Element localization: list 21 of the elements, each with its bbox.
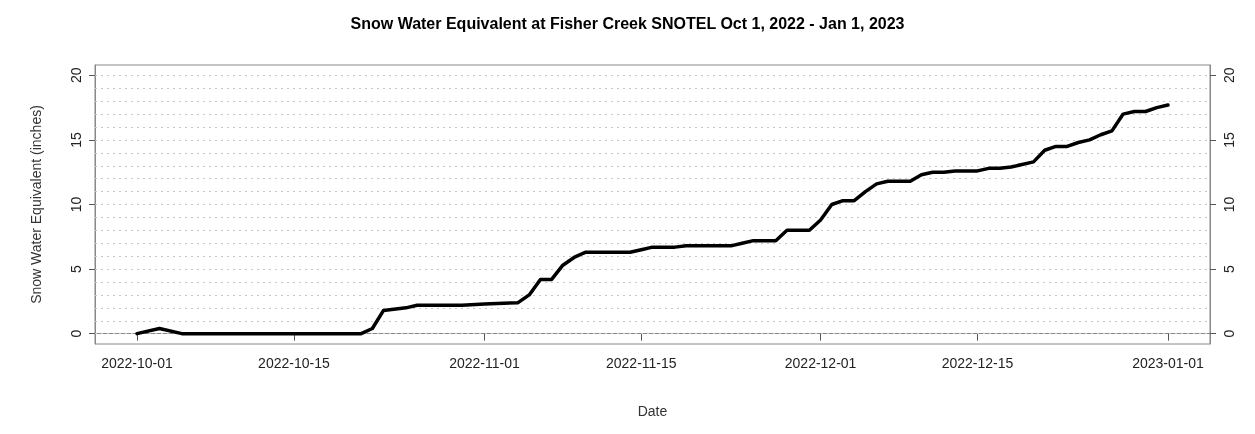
y-tick-label: 20 — [68, 67, 84, 84]
y2-tick-label: 0 — [1221, 329, 1237, 338]
y2-tick-label: 15 — [1221, 131, 1237, 148]
x-axis-title: Date — [637, 403, 668, 419]
y2-tick-label: 20 — [1221, 67, 1237, 84]
y-axis-title: Snow Water Equivalent (inches) — [28, 105, 44, 304]
y2-tick-label: 5 — [1221, 264, 1237, 273]
x-tick-label: 2022-12-15 — [941, 355, 1014, 371]
x-tick-label: 2022-12-01 — [784, 355, 857, 371]
y-tick-label: 5 — [68, 264, 84, 273]
y2-tick-label: 10 — [1221, 196, 1237, 213]
x-tick-label: 2022-10-15 — [258, 355, 330, 371]
x-tick-label: 2022-10-01 — [101, 355, 174, 371]
y-tick-label: 10 — [68, 196, 84, 213]
line-series — [135, 103, 1170, 336]
y-tick-label: 0 — [68, 329, 84, 338]
chart-title: Snow Water Equivalent at Fisher Creek SNOTEL Oct 1, 2022 - Jan 1, 2023 — [350, 14, 905, 32]
x-tick-label: 2022-11-01 — [449, 355, 520, 371]
y-tick-label: 15 — [68, 131, 84, 148]
x-tick-label: 2023-01-01 — [1132, 355, 1204, 371]
x-tick-label: 2022-11-15 — [606, 355, 677, 371]
